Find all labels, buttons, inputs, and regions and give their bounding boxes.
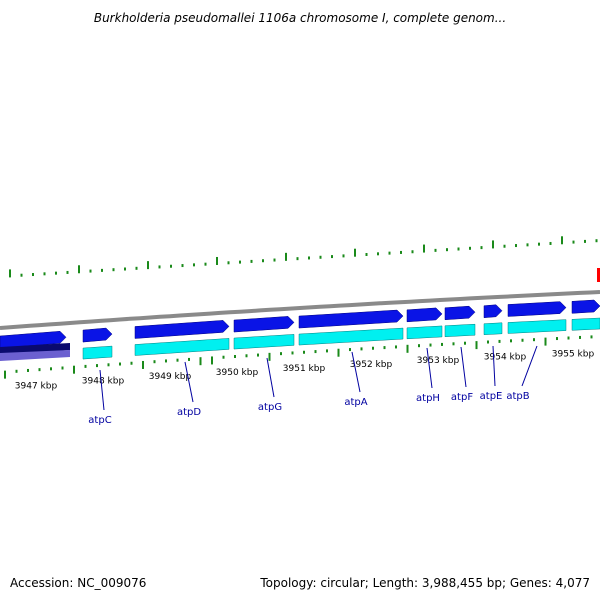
gene-leader-line <box>460 346 467 388</box>
gene-label-atpC[interactable]: atpC <box>88 415 111 426</box>
cds-block[interactable] <box>483 322 503 335</box>
forward-gene-arrow[interactable] <box>82 327 113 343</box>
cds-block[interactable] <box>507 319 567 334</box>
backbone-line <box>0 290 600 330</box>
forward-gene-arrow[interactable] <box>406 307 443 323</box>
highlight-marker <box>597 268 600 282</box>
gene-leader-line <box>266 357 275 398</box>
cds-block[interactable] <box>571 317 600 331</box>
cds-block[interactable] <box>134 338 230 356</box>
gene-leader-line <box>351 351 361 393</box>
gene-label-atpG[interactable]: atpG <box>258 402 282 413</box>
cds-block[interactable] <box>444 323 476 338</box>
reverse-gene[interactable] <box>0 343 70 355</box>
gene-label-atpD[interactable]: atpD <box>177 407 201 418</box>
forward-gene-arrow[interactable] <box>507 301 567 317</box>
accession-label: Accession: NC_009076 <box>10 576 147 590</box>
scale-label: 3947 kbp <box>15 381 58 391</box>
gene-label-atpH[interactable]: atpH <box>416 393 440 404</box>
forward-gene-arrow[interactable] <box>233 316 295 333</box>
gene-leader-line <box>184 361 194 403</box>
topology-label: Topology: circular; Length: 3,988,455 bp… <box>260 576 590 590</box>
cds-block[interactable] <box>233 334 295 350</box>
forward-gene-arrow[interactable] <box>298 309 404 329</box>
reverse-cds[interactable] <box>0 350 70 361</box>
gene-leader-line <box>426 347 433 389</box>
scale-label: 3954 kbp <box>484 353 527 363</box>
forward-gene-arrow[interactable] <box>0 330 67 349</box>
scale-label: 3949 kbp <box>149 372 192 382</box>
forward-gene-arrow[interactable] <box>444 305 476 321</box>
cds-block[interactable] <box>406 325 443 340</box>
genome-title: Burkholderia pseudomallei 1106a chromoso… <box>93 11 507 25</box>
cds-block[interactable] <box>298 327 404 346</box>
gene-leader-line <box>492 345 496 387</box>
cds-block[interactable] <box>82 345 113 360</box>
gene-label-atpE[interactable]: atpE <box>480 391 503 402</box>
forward-gene-arrow[interactable] <box>571 299 600 314</box>
scale-label: 3950 kbp <box>216 368 259 378</box>
scale-label: 3953 kbp <box>417 356 460 366</box>
gene-label-atpA[interactable]: atpA <box>344 397 367 408</box>
gene-leader-line <box>99 369 105 411</box>
scale-label: 3952 kbp <box>350 360 393 370</box>
scale-label: 3955 kbp <box>552 349 595 359</box>
forward-gene-arrow[interactable] <box>134 320 230 339</box>
gene-leader-line <box>521 345 538 387</box>
gene-label-atpB[interactable]: atpB <box>506 391 529 402</box>
forward-gene-arrow[interactable] <box>483 304 503 318</box>
gene-label-atpF[interactable]: atpF <box>451 392 473 403</box>
scale-label: 3951 kbp <box>283 364 326 374</box>
scale-label: 3948 kbp <box>82 377 125 387</box>
